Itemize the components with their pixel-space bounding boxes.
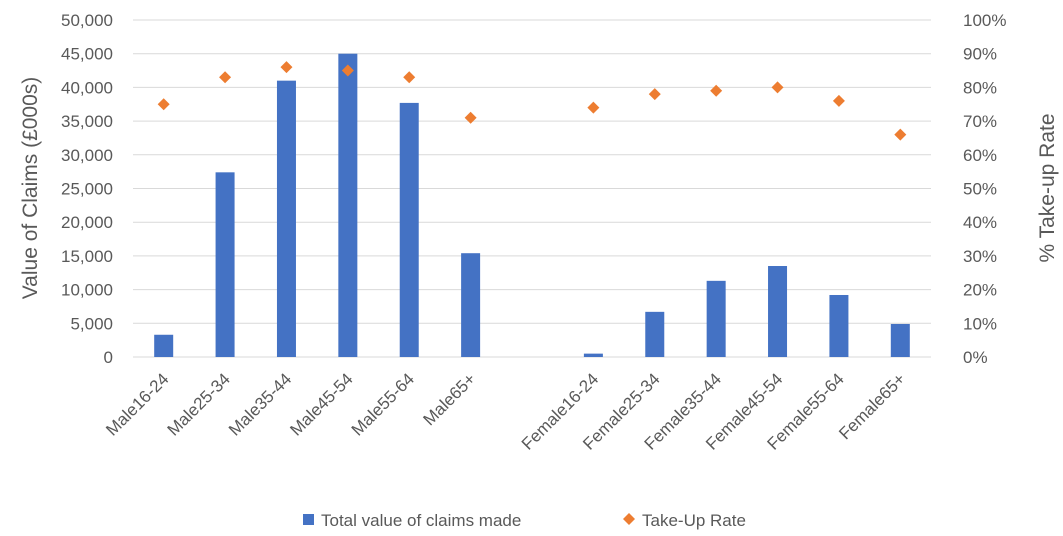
scatter-point (710, 84, 723, 97)
y2-tick-label: 40% (963, 213, 997, 232)
scatter-point (403, 71, 416, 84)
bar (645, 311, 665, 357)
y-tick-label: 20,000 (61, 213, 113, 232)
legend-swatch-bar (303, 514, 314, 525)
bar (768, 266, 788, 357)
bar (461, 253, 481, 357)
scatter-point (219, 71, 232, 84)
scatter-point (832, 94, 845, 107)
bar (338, 53, 358, 357)
y2-tick-label: 80% (963, 78, 997, 97)
right-axis-ticks: 0% 10% 20% 30% 40% 50% 60% 70% 80% 90% 100% (963, 11, 1006, 367)
y2-tick-label: 30% (963, 247, 997, 266)
gridlines (133, 19, 931, 358)
y-tick-label: 50,000 (61, 11, 113, 30)
y2-tick-label: 70% (963, 112, 997, 131)
bar (215, 172, 235, 357)
y-axis-title: Value of Claims (£000s) (19, 77, 42, 300)
x-tick-label: Male55-64 (348, 369, 418, 439)
x-tick-label: Male65+ (420, 369, 480, 429)
scatter-point (587, 101, 600, 114)
left-axis-ticks: 0 5,000 10,000 15,000 20,000 25,000 30,000 35,0… (61, 11, 113, 367)
legend-label-bar: Total value of claims made (321, 511, 521, 530)
scatter-point (771, 81, 784, 94)
y-tick-label: 35,000 (61, 112, 113, 131)
x-tick-label: Male16-24 (102, 369, 172, 439)
bar (583, 353, 603, 357)
scatter-point (341, 64, 354, 77)
legend: Total value of claims made Take-Up Rate (303, 511, 746, 530)
scatter-point (648, 88, 661, 101)
y-tick-label: 10,000 (61, 281, 113, 300)
bar (890, 323, 910, 357)
y2-tick-label: 90% (963, 45, 997, 64)
scatter-point (894, 128, 907, 141)
x-tick-label: Male25-34 (164, 369, 234, 439)
legend-swatch-diamond (623, 513, 635, 525)
bar (706, 280, 726, 357)
y-tick-label: 5,000 (70, 314, 113, 333)
scatter-point (280, 61, 293, 74)
y-tick-label: 40,000 (61, 78, 113, 97)
x-tick-label: Female65+ (835, 369, 909, 443)
category-axis-ticks: Male16-24Male25-34Male35-44Male45-54Male… (102, 369, 909, 453)
y-tick-label: 0 (104, 348, 113, 367)
x-tick-label: Male35-44 (225, 369, 295, 439)
y2-tick-label: 20% (963, 281, 997, 300)
bar (154, 334, 174, 357)
y2-tick-label: 10% (963, 314, 997, 333)
y2-tick-label: 0% (963, 348, 988, 367)
y2-axis-title: % Take-up Rate (1036, 113, 1059, 262)
scatter-point (464, 111, 477, 124)
bar (829, 294, 849, 357)
y-tick-label: 15,000 (61, 247, 113, 266)
y-tick-label: 25,000 (61, 180, 113, 199)
y2-tick-label: 100% (963, 11, 1006, 30)
bar (276, 80, 296, 357)
scatter-point (157, 98, 170, 111)
y2-tick-label: 50% (963, 180, 997, 199)
legend-label-scatter: Take-Up Rate (642, 511, 746, 530)
y-tick-label: 45,000 (61, 45, 113, 64)
y-tick-label: 30,000 (61, 146, 113, 165)
x-tick-label: Male45-54 (286, 369, 356, 439)
bar-series (154, 53, 910, 357)
scatter-series (157, 61, 907, 141)
bar (399, 102, 419, 357)
y2-tick-label: 60% (963, 146, 997, 165)
